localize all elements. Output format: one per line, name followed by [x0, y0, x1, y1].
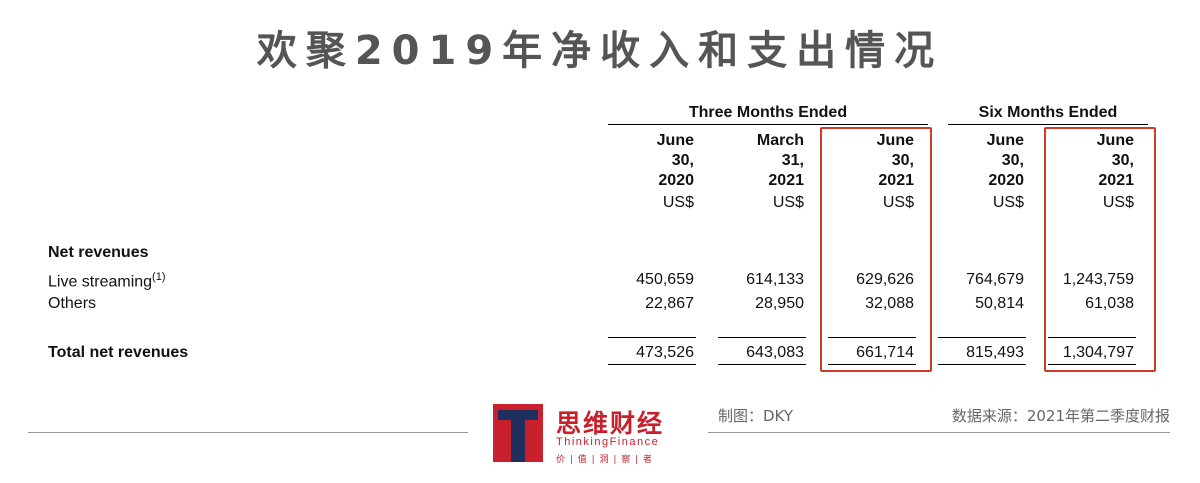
- table-cell: 614,133: [746, 271, 804, 288]
- column-header: June 30, 2021 US$: [804, 131, 914, 215]
- total-rule: [1048, 337, 1136, 338]
- data-source: 数据来源：2021年第二季度财报: [951, 407, 1170, 425]
- column-header: June 30, 2020 US$: [584, 131, 694, 215]
- total-double-rule: [1048, 364, 1136, 365]
- table-cell: 22,867: [645, 295, 694, 312]
- highlight-box-q2-2021: [820, 127, 932, 372]
- highlight-box-h1-2021: [1044, 127, 1156, 372]
- row-label-total: Total net revenues: [48, 344, 189, 361]
- chart-credit: 制图：DKY: [718, 407, 794, 425]
- table-cell: 764,679: [966, 271, 1024, 288]
- total-double-rule: [718, 364, 806, 365]
- page-title: 欢聚2019年净收入和支出情况: [256, 28, 944, 74]
- brand-name-en: ThinkingFinance: [556, 436, 660, 448]
- table-cell: 61,038: [1085, 295, 1134, 312]
- group-header-six-months: Six Months Ended: [978, 104, 1118, 121]
- column-header: March 31, 2021 US$: [694, 131, 804, 215]
- column-day: 31,: [781, 152, 804, 169]
- row-label-others: Others: [48, 295, 97, 312]
- total-double-rule: [828, 364, 916, 365]
- total-cell: 643,083: [746, 344, 804, 361]
- column-unit: US$: [992, 194, 1024, 211]
- total-cell: 473,526: [636, 344, 694, 361]
- column-month: June: [1096, 132, 1134, 149]
- column-month: March: [756, 132, 804, 149]
- section-label: Net revenues: [48, 244, 149, 261]
- column-month: June: [986, 132, 1024, 149]
- column-unit: US$: [882, 194, 914, 211]
- table-cell: 32,088: [865, 295, 914, 312]
- total-double-rule: [938, 364, 1026, 365]
- column-day: 30,: [891, 152, 914, 169]
- total-cell: 661,714: [856, 344, 914, 361]
- column-header: June 30, 2021 US$: [1024, 131, 1134, 215]
- column-unit: US$: [772, 194, 804, 211]
- group-header-rule: [948, 124, 1148, 125]
- column-year: 2021: [878, 172, 914, 189]
- footnote-marker: (1): [152, 271, 166, 283]
- column-header: June 30, 2020 US$: [914, 131, 1024, 215]
- column-unit: US$: [1102, 194, 1134, 211]
- column-year: 2020: [658, 172, 694, 189]
- total-rule: [828, 337, 916, 338]
- total-double-rule: [608, 364, 696, 365]
- column-day: 30,: [671, 152, 694, 169]
- table-cell: 450,659: [636, 271, 694, 288]
- table-cell: 50,814: [975, 295, 1024, 312]
- column-month: June: [656, 132, 694, 149]
- footer-rule-right: [708, 432, 1170, 433]
- group-header-rule: [608, 124, 928, 125]
- brand-tagline: 价 | 值 | 洞 | 察 | 者: [556, 455, 654, 465]
- brand-name-cn: 思维财经: [556, 409, 665, 438]
- column-year: 2020: [988, 172, 1024, 189]
- group-header-three-months: Three Months Ended: [688, 104, 848, 121]
- total-cell: 815,493: [966, 344, 1024, 361]
- brand-logo-icon: [493, 404, 543, 462]
- footer-rule-left: [28, 432, 468, 433]
- column-year: 2021: [768, 172, 804, 189]
- table-cell: 629,626: [856, 271, 914, 288]
- total-rule: [718, 337, 806, 338]
- total-rule: [608, 337, 696, 338]
- column-day: 30,: [1111, 152, 1134, 169]
- total-rule: [938, 337, 1026, 338]
- table-cell: 1,243,759: [1062, 271, 1134, 288]
- row-label-live-streaming: Live streaming(1): [48, 271, 166, 291]
- column-day: 30,: [1001, 152, 1024, 169]
- row-label-text: Live streaming: [48, 273, 153, 291]
- table-cell: 28,950: [755, 295, 804, 312]
- column-month: June: [876, 132, 914, 149]
- column-year: 2021: [1098, 172, 1134, 189]
- total-cell: 1,304,797: [1062, 344, 1134, 361]
- column-unit: US$: [662, 194, 694, 211]
